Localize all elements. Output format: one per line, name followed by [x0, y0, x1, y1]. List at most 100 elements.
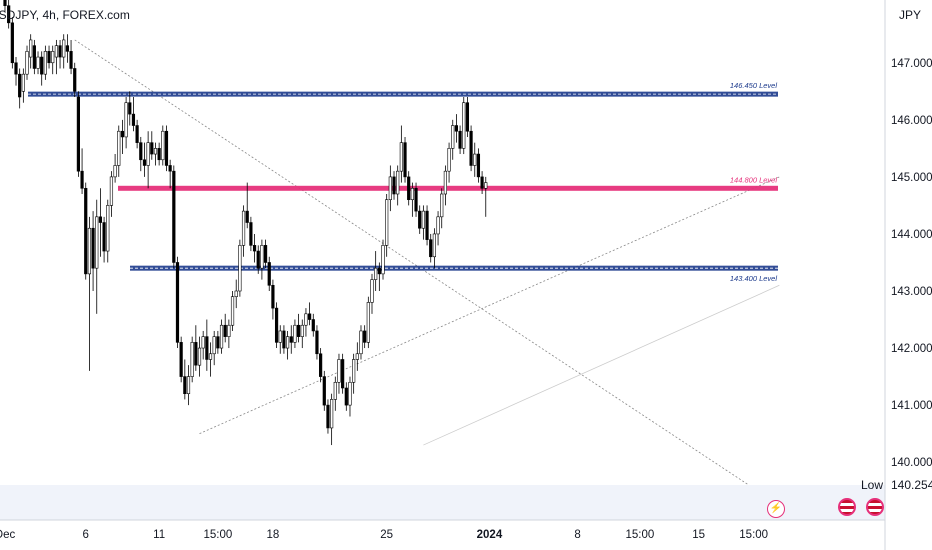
- candle[interactable]: [3, 0, 7, 12]
- candle[interactable]: [175, 256, 180, 349]
- candle[interactable]: [319, 348, 323, 383]
- candle[interactable]: [47, 45, 51, 69]
- candle[interactable]: [396, 165, 400, 206]
- candle[interactable]: [212, 330, 216, 366]
- candle[interactable]: [139, 136, 143, 172]
- candle[interactable]: [425, 205, 429, 246]
- candle[interactable]: [285, 330, 290, 360]
- candle[interactable]: [40, 51, 44, 86]
- candle[interactable]: [462, 97, 466, 155]
- candle[interactable]: [363, 325, 367, 349]
- candle[interactable]: [443, 165, 448, 206]
- candle[interactable]: [150, 131, 154, 160]
- candle[interactable]: [54, 39, 58, 75]
- candle[interactable]: [109, 171, 114, 217]
- candle[interactable]: [84, 182, 88, 280]
- candle[interactable]: [186, 365, 191, 406]
- candle[interactable]: [410, 182, 414, 217]
- candle[interactable]: [403, 136, 407, 183]
- candle[interactable]: [91, 211, 95, 291]
- candle[interactable]: [179, 336, 183, 383]
- candle[interactable]: [142, 142, 147, 177]
- candle[interactable]: [289, 325, 293, 354]
- candle[interactable]: [355, 342, 359, 371]
- candle[interactable]: [249, 216, 253, 252]
- pivot-level-line[interactable]: [118, 185, 778, 191]
- candle[interactable]: [25, 45, 29, 80]
- candle[interactable]: [274, 302, 279, 349]
- candle[interactable]: [117, 125, 121, 177]
- candle[interactable]: [208, 342, 213, 377]
- candle[interactable]: [344, 382, 348, 411]
- candle[interactable]: [473, 142, 477, 177]
- candle[interactable]: [436, 211, 440, 246]
- candle[interactable]: [451, 119, 455, 160]
- candle[interactable]: [18, 68, 22, 109]
- candle[interactable]: [161, 125, 165, 166]
- candle[interactable]: [32, 39, 36, 75]
- candle[interactable]: [102, 216, 106, 263]
- candle[interactable]: [135, 119, 139, 149]
- currency-label[interactable]: JPY: [898, 8, 921, 22]
- candle[interactable]: [80, 148, 84, 194]
- candle[interactable]: [205, 319, 209, 371]
- candle[interactable]: [484, 176, 488, 217]
- candle[interactable]: [10, 17, 14, 69]
- candle[interactable]: [465, 97, 470, 137]
- candle[interactable]: [341, 353, 345, 394]
- candle[interactable]: [234, 279, 238, 309]
- candle[interactable]: [87, 216, 92, 371]
- us-flag-icon[interactable]: [866, 498, 884, 516]
- candle[interactable]: [315, 325, 319, 360]
- candle[interactable]: [330, 393, 334, 446]
- candle[interactable]: [359, 325, 363, 360]
- candle[interactable]: [238, 239, 242, 297]
- candle[interactable]: [69, 39, 73, 75]
- candle[interactable]: [120, 119, 125, 155]
- candle[interactable]: [352, 353, 356, 394]
- candle[interactable]: [230, 291, 235, 331]
- ascending-trendline[interactable]: [199, 176, 780, 435]
- candle[interactable]: [29, 34, 33, 69]
- candle[interactable]: [263, 239, 268, 269]
- candle[interactable]: [245, 182, 249, 229]
- candle[interactable]: [98, 188, 103, 257]
- candle[interactable]: [322, 370, 326, 411]
- candle[interactable]: [480, 171, 484, 194]
- candle[interactable]: [43, 45, 47, 80]
- candle[interactable]: [219, 319, 224, 354]
- candle[interactable]: [260, 239, 264, 280]
- candle[interactable]: [469, 125, 473, 172]
- candle[interactable]: [146, 131, 150, 189]
- candle[interactable]: [227, 319, 231, 349]
- descending-trendline[interactable]: [74, 39, 758, 492]
- candle[interactable]: [76, 91, 80, 177]
- candle[interactable]: [326, 399, 330, 434]
- candle[interactable]: [197, 336, 202, 377]
- support-level-line[interactable]: [130, 265, 778, 271]
- candle[interactable]: [388, 165, 392, 212]
- candle[interactable]: [62, 34, 66, 69]
- candle[interactable]: [172, 165, 176, 269]
- candle[interactable]: [476, 148, 481, 183]
- candle[interactable]: [252, 233, 257, 263]
- candle[interactable]: [168, 159, 172, 189]
- candle[interactable]: [58, 39, 62, 69]
- candle[interactable]: [311, 313, 315, 337]
- candle[interactable]: [278, 325, 282, 354]
- candle[interactable]: [385, 194, 389, 257]
- candle[interactable]: [124, 97, 128, 149]
- candle[interactable]: [73, 62, 77, 97]
- lower-parallel[interactable]: [423, 284, 780, 446]
- candle[interactable]: [374, 251, 378, 291]
- candle[interactable]: [282, 325, 286, 354]
- candle[interactable]: [399, 125, 403, 183]
- candle[interactable]: [366, 296, 370, 349]
- candle[interactable]: [190, 336, 194, 383]
- candle[interactable]: [337, 353, 341, 394]
- candle[interactable]: [304, 308, 308, 337]
- candle[interactable]: [65, 34, 69, 63]
- candle[interactable]: [164, 125, 169, 172]
